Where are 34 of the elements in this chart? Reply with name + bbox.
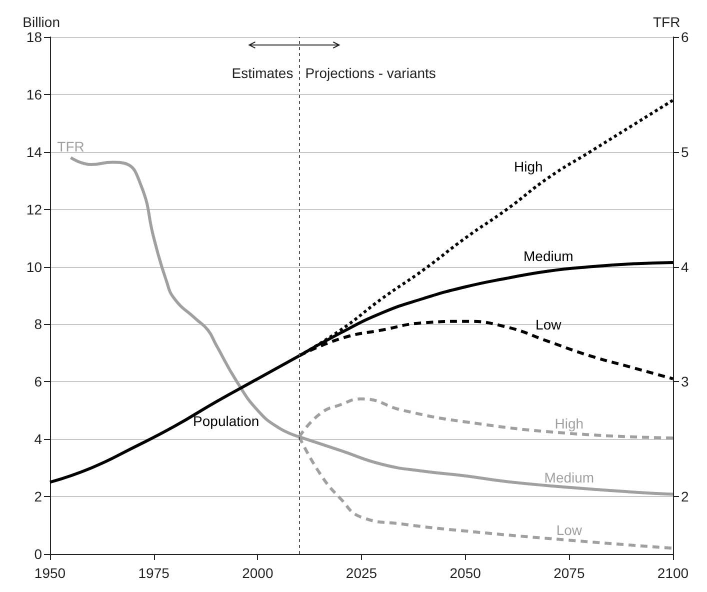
x-tick-label: 2075	[554, 565, 585, 581]
series-label: Population	[193, 412, 260, 429]
y2-tick-label: 4	[681, 258, 689, 275]
series-label: Medium	[524, 248, 574, 264]
y-tick-label: 2	[34, 488, 42, 505]
y-tick-label: 16	[26, 86, 42, 102]
y-tick-label: 10	[26, 258, 42, 275]
y2-tick-label: 5	[681, 144, 689, 160]
x-tick-label: 2025	[346, 565, 378, 581]
y-tick-label: 18	[26, 29, 42, 45]
x-tick-label: 2000	[242, 565, 274, 581]
y-tick-label: 6	[34, 374, 42, 390]
annotation: Estimates	[232, 65, 294, 81]
series-label: TFR	[57, 138, 84, 155]
y-tick-label: 4	[34, 431, 42, 448]
y-axis-title: Billion	[22, 14, 60, 30]
y2-axis-title: TFR	[653, 14, 680, 30]
annotation: Projections - variants	[305, 65, 436, 81]
series-label: High	[554, 415, 584, 432]
y-tick-label: 0	[34, 546, 42, 562]
y2-tick-label: 2	[681, 488, 689, 505]
x-tick-label: 2100	[657, 565, 689, 581]
y-tick-label: 8	[34, 316, 42, 332]
y-tick-label: 14	[26, 144, 42, 160]
y-tick-label: 12	[26, 201, 42, 218]
series-label: High	[514, 158, 543, 175]
series-label: Medium	[544, 469, 594, 486]
x-tick-label: 1975	[138, 565, 170, 581]
series-label: Low	[536, 316, 562, 332]
y2-tick-label: 6	[681, 29, 689, 45]
x-tick-label: 2050	[450, 565, 482, 581]
y2-tick-label: 3	[681, 374, 689, 390]
x-tick-label: 1950	[34, 565, 66, 581]
series-label: Low	[556, 522, 583, 538]
